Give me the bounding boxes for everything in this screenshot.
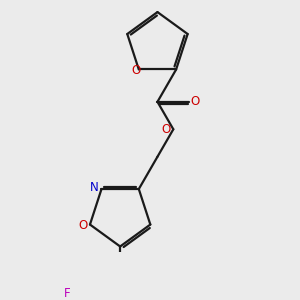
Text: O: O bbox=[162, 123, 171, 136]
Text: O: O bbox=[190, 95, 199, 108]
Text: O: O bbox=[131, 64, 140, 77]
Text: F: F bbox=[64, 287, 70, 300]
Text: O: O bbox=[78, 219, 88, 232]
Text: N: N bbox=[90, 181, 99, 194]
